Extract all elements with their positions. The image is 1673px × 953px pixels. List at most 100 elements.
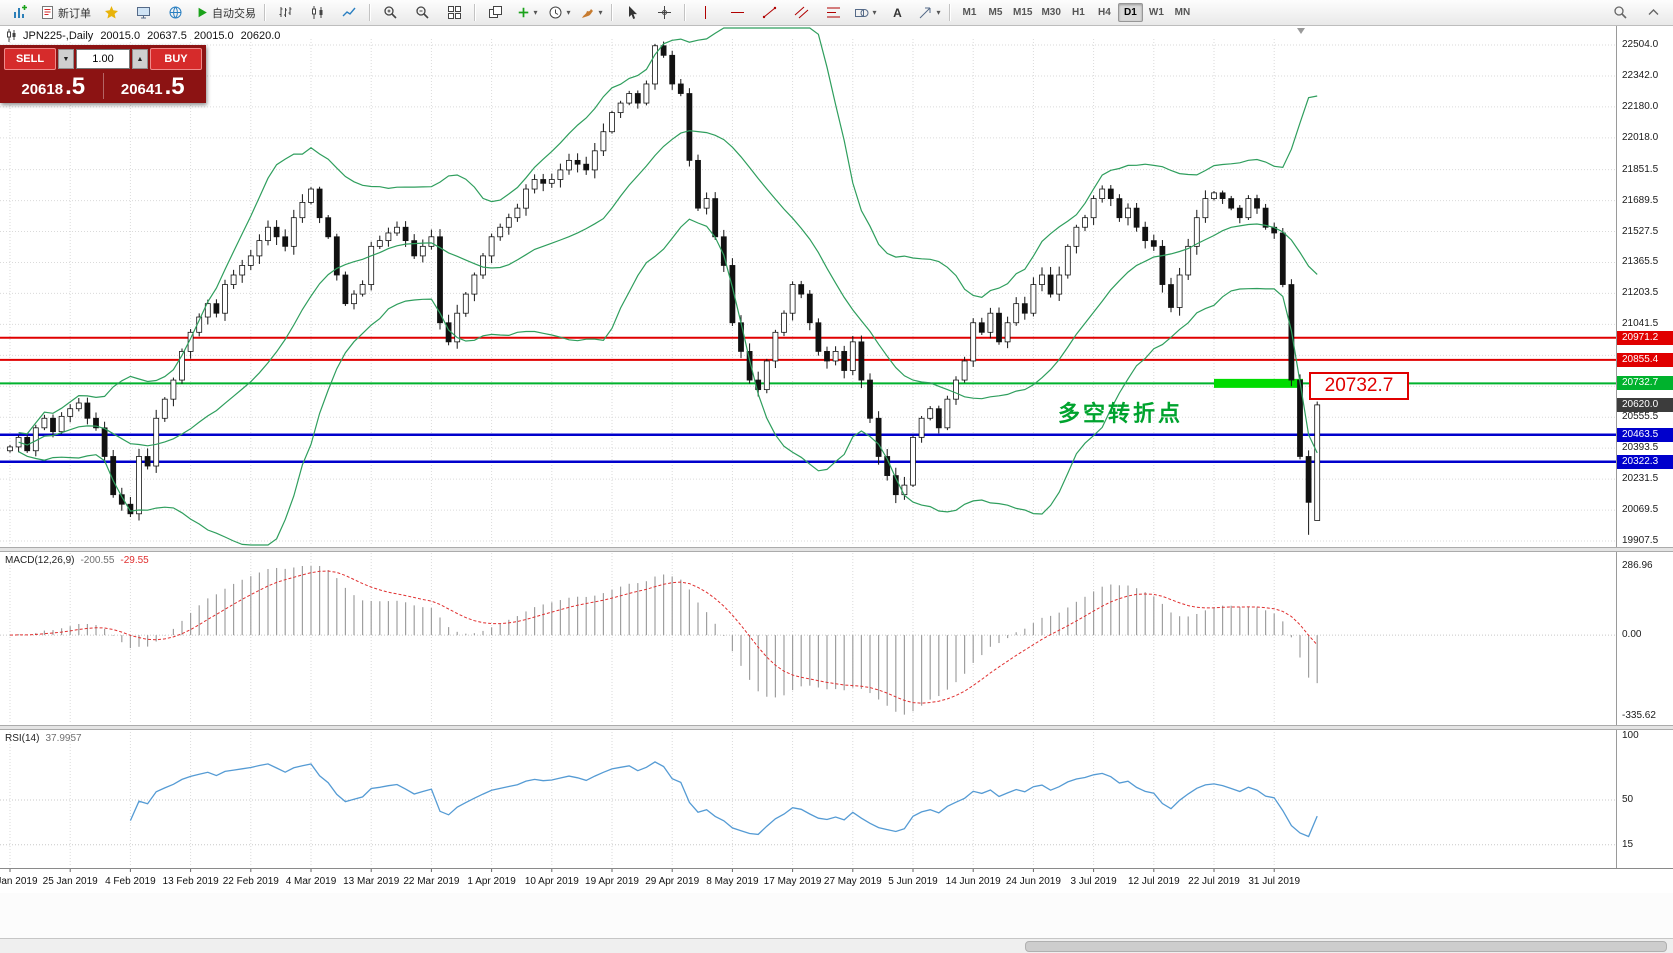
auto-trading-label: 自动交易 — [212, 7, 256, 20]
bar-chart-mode-button[interactable] — [270, 1, 301, 24]
crosshair-tool-button[interactable] — [649, 1, 680, 24]
toolbar-separator — [264, 4, 266, 21]
chart-canvas[interactable] — [0, 26, 1616, 893]
price-axis-label: 21365.5 — [1622, 256, 1659, 268]
volume-increase-button[interactable]: ▲ — [132, 49, 148, 69]
price-axis-label: 21203.5 — [1622, 287, 1659, 299]
horizontal-scrollbar[interactable] — [0, 938, 1673, 953]
cascade-windows-button[interactable] — [480, 1, 511, 24]
date-axis-label: 16 Jan 2019 — [0, 876, 38, 887]
ohlc-bars-icon — [279, 7, 292, 17]
one-click-trading-panel: SELL ▼ ▲ BUY 20618 .5 20641 .5 — [0, 45, 206, 103]
vertical-line-tool-button[interactable] — [690, 1, 721, 24]
zoom-in-button[interactable] — [375, 1, 406, 24]
timeframe-button-m30[interactable]: M30 — [1041, 7, 1061, 18]
cursor-tool-button[interactable] — [617, 1, 648, 24]
timeframe-button-d1[interactable]: D1 — [1117, 3, 1143, 22]
price-axis-label: 21851.5 — [1622, 163, 1659, 175]
brush-icon — [582, 9, 594, 18]
chart-area[interactable]: JPN225-,Daily 20015.0 20637.5 20015.0 20… — [0, 26, 1673, 953]
candlestick-mode-button[interactable] — [302, 1, 333, 24]
time-axis[interactable]: 16 Jan 2019 25 Jan 2019 4 Feb 2019 13 Feb 2… — [0, 868, 1673, 893]
date-axis-label: 4 Feb 2019 — [105, 876, 156, 887]
search-icon — [1614, 6, 1627, 19]
channel-tool-button[interactable] — [786, 1, 817, 24]
rsi-layer — [129, 761, 1318, 838]
terminal-button[interactable] — [128, 1, 159, 24]
new-chart-button[interactable] — [4, 1, 35, 24]
ohlc-low: 20015.0 — [193, 29, 234, 42]
timeframe-button-mn[interactable]: MN — [1174, 7, 1191, 18]
play-icon — [198, 7, 207, 18]
rsi-header: RSI(14) 37.9957 — [5, 733, 82, 744]
buy-price-pips: .5 — [164, 73, 185, 100]
zoom-out-button[interactable] — [407, 1, 438, 24]
price-axis[interactable]: 22504.0 22342.0 22180.0 22018.0 21851.5 21689… — [1616, 26, 1673, 868]
candlestick-icon — [312, 6, 323, 19]
rsi-axis-label: 100 — [1622, 730, 1639, 741]
price-axis-label: 20393.5 — [1622, 442, 1659, 454]
horizontal-scrollbar-thumb[interactable] — [1025, 941, 1667, 952]
shapes-tool-button[interactable]: ▾ — [850, 1, 881, 24]
tile-windows-icon — [448, 6, 461, 19]
sell-price[interactable]: 20618 .5 — [4, 73, 104, 99]
horizontal-line-tool-button[interactable] — [722, 1, 753, 24]
new-order-button[interactable]: 新订单 — [36, 1, 95, 24]
fibonacci-icon — [827, 7, 840, 18]
date-axis-label: 4 Mar 2019 — [285, 876, 337, 887]
price-callout-box[interactable]: 20732.7 — [1309, 372, 1409, 400]
panel-divider-macd[interactable] — [0, 547, 1673, 552]
price-axis-label: 20069.5 — [1622, 504, 1659, 516]
crosshair-icon — [658, 6, 671, 19]
sell-button[interactable]: SELL — [4, 48, 56, 70]
toolbar-options-button[interactable] — [1638, 1, 1669, 24]
tile-windows-button[interactable] — [439, 1, 470, 24]
indicators-button[interactable]: ▾ — [512, 1, 543, 24]
price-axis-label: 22342.0 — [1622, 69, 1659, 81]
timeframe-button-w1[interactable]: W1 — [1148, 7, 1164, 18]
line-chart-mode-button[interactable] — [334, 1, 365, 24]
volume-input[interactable] — [76, 49, 130, 69]
buy-button[interactable]: BUY — [150, 48, 202, 70]
chevron-up-icon — [1648, 9, 1659, 15]
buy-price[interactable]: 20641 .5 — [104, 73, 203, 99]
timeframe-button-m15[interactable]: M15 — [1013, 7, 1033, 18]
arrow-objects-button[interactable]: ▾ — [914, 1, 945, 24]
ohlc-high: 20637.5 — [147, 29, 187, 42]
date-axis-label: 24 Jun 2019 — [1005, 876, 1061, 887]
auto-trading-button[interactable]: 自动交易 — [192, 1, 260, 24]
timeframe-button-h1[interactable]: H1 — [1072, 7, 1085, 18]
rsi-axis-label: 15 — [1622, 838, 1634, 850]
date-axis-label: 13 Feb 2019 — [162, 876, 219, 887]
trendline-tool-button[interactable] — [754, 1, 785, 24]
timeframe-button-m1[interactable]: M1 — [962, 7, 977, 18]
rsi-label: RSI(14) — [5, 733, 40, 744]
panel-divider-rsi[interactable] — [0, 725, 1673, 730]
mql-wizard-button[interactable] — [96, 1, 127, 24]
fibonacci-tool-button[interactable] — [818, 1, 849, 24]
text-tool-button[interactable]: A — [882, 1, 913, 24]
search-button[interactable] — [1605, 1, 1636, 24]
turning-point-annotation[interactable]: 多空转折点 — [1058, 401, 1184, 426]
date-axis-label: 27 May 2019 — [823, 876, 882, 887]
price-axis-label: 22504.0 — [1622, 39, 1659, 50]
date-axis-label: 14 Jun 2019 — [945, 876, 1001, 887]
turning-point-highlight[interactable] — [1214, 378, 1303, 388]
line-chart-icon — [342, 7, 356, 17]
templates-button[interactable]: ▾ — [576, 1, 607, 24]
timeframe-button-h4[interactable]: H4 — [1098, 7, 1111, 18]
toolbar-separator — [949, 4, 951, 21]
price-axis-label: 19907.5 — [1622, 535, 1659, 546]
date-axis-label: 13 Mar 2019 — [343, 876, 400, 887]
toolbar-separator — [369, 4, 371, 21]
price-level-badge: 20971.2 — [1617, 330, 1673, 345]
chart-plus-icon — [14, 5, 27, 18]
macd-axis-label: -335.62 — [1622, 710, 1656, 721]
volume-decrease-button[interactable]: ▼ — [58, 49, 74, 69]
periods-button[interactable]: ▾ — [544, 1, 575, 24]
letter-a-icon: A — [893, 5, 902, 20]
chart-shift-marker[interactable] — [1297, 28, 1305, 34]
timeframe-button-m5[interactable]: M5 — [988, 7, 1003, 18]
toolbar-separator — [684, 4, 686, 21]
community-button[interactable] — [160, 1, 191, 24]
